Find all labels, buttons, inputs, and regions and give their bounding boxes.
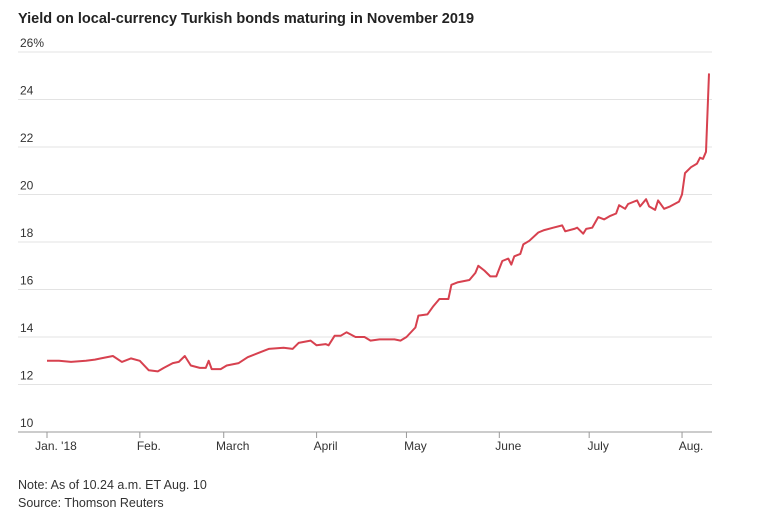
y-tick-label: 26%: [20, 36, 44, 50]
x-tick-label: July: [588, 439, 609, 453]
data-line: [47, 73, 710, 373]
chart-source: Source: Thomson Reuters: [18, 496, 164, 510]
x-tick-label: Feb.: [137, 439, 161, 453]
y-tick-label: 22: [20, 131, 34, 145]
y-tick-label: 10: [20, 416, 34, 430]
x-tick-label: Jan. '18: [35, 439, 77, 453]
x-tick-label: May: [404, 439, 427, 453]
y-tick-label: 14: [20, 321, 34, 335]
x-tick-label: June: [495, 439, 521, 453]
y-tick-label: 24: [20, 84, 34, 98]
chart-title: Yield on local-currency Turkish bonds ma…: [18, 11, 474, 27]
y-tick-label: 20: [20, 179, 34, 193]
x-tick-label: April: [314, 439, 338, 453]
chart-note: Note: As of 10.24 a.m. ET Aug. 10: [18, 478, 207, 492]
y-tick-label: 16: [20, 274, 34, 288]
x-tick-label: March: [216, 439, 249, 453]
y-tick-label: 12: [20, 369, 34, 383]
y-tick-label: 18: [20, 226, 34, 240]
x-tick-label: Aug.: [679, 439, 704, 453]
